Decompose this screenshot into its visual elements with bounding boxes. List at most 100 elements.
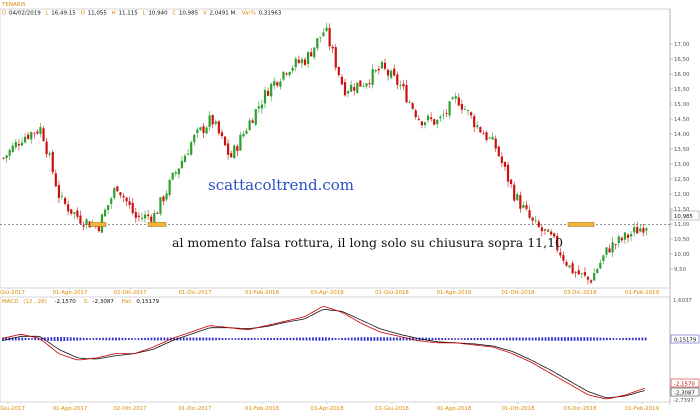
macd-axis-hist: 0,15179 xyxy=(674,338,697,344)
candle xyxy=(122,192,125,203)
time-tick: 01-Feb-2018 xyxy=(245,402,280,412)
candle xyxy=(420,120,423,129)
candle xyxy=(282,71,285,82)
candle xyxy=(199,126,202,132)
hist-bar xyxy=(515,337,518,341)
svg-text:17,00: 17,00 xyxy=(674,42,690,48)
hist-bar xyxy=(331,337,334,341)
candle xyxy=(476,121,479,129)
hist-bar xyxy=(638,337,641,341)
hist-bar xyxy=(583,337,586,341)
hist-bar xyxy=(118,337,121,341)
candle xyxy=(319,36,322,43)
hist-bar xyxy=(470,337,473,341)
hist-bar xyxy=(163,337,166,341)
macd-axis-macd: -2,1570 xyxy=(674,382,695,388)
candle xyxy=(614,243,617,250)
time-axis-price: 01-Giu-2017 01-Ago-2017 02-Ott-2017 01-Dic-… xyxy=(0,288,660,296)
hist-bar xyxy=(489,337,492,341)
hist-bar xyxy=(50,337,53,341)
candle xyxy=(430,112,433,122)
hist-bar xyxy=(47,337,49,341)
candle xyxy=(137,212,140,222)
candle xyxy=(553,232,556,239)
macd-line xyxy=(1,306,645,400)
hist-bar xyxy=(315,337,318,341)
candle xyxy=(593,267,596,281)
price-tick: 17,00 xyxy=(670,42,690,48)
hist-bar xyxy=(208,337,211,341)
candle xyxy=(177,168,180,179)
ohlc-header: D 04/02/2019 L 16,49.15 O 11,055 H 11,11… xyxy=(2,11,282,17)
price-tick: 13,00 xyxy=(670,162,690,168)
hist-bar xyxy=(405,337,408,341)
candle xyxy=(193,133,196,146)
hist-bar xyxy=(454,338,456,340)
hist-bar xyxy=(247,337,250,341)
hist-bar xyxy=(567,337,570,341)
candle xyxy=(417,115,420,121)
candle xyxy=(380,60,384,70)
candle xyxy=(386,68,390,81)
support-marker xyxy=(567,222,595,227)
hist-bar xyxy=(160,337,163,341)
hist-bar xyxy=(596,337,599,341)
close-label: C xyxy=(172,11,176,17)
price-tick: 11,00 xyxy=(670,222,690,228)
candle xyxy=(217,120,220,136)
hist-bar xyxy=(263,338,266,340)
hist-bar xyxy=(173,337,175,341)
candle xyxy=(116,185,119,192)
hist-bar xyxy=(63,337,66,341)
candle xyxy=(488,136,491,140)
candle xyxy=(617,234,620,248)
candle xyxy=(353,83,356,96)
hist-bar xyxy=(618,338,621,340)
hist-bar xyxy=(218,337,221,341)
hist-bar xyxy=(534,337,537,341)
candle xyxy=(288,71,291,78)
candle xyxy=(405,79,408,104)
hist-bar xyxy=(509,337,511,341)
macd-params: (12 , 26) xyxy=(23,299,47,305)
macd-histogram xyxy=(2,336,647,342)
hist-bar xyxy=(179,337,182,341)
hist-bar xyxy=(276,337,279,341)
time-tick: 01-Ago-2017 xyxy=(53,288,87,296)
hist-bar xyxy=(140,338,143,340)
candle xyxy=(322,28,325,37)
time-tick: 03-Apr-2018 xyxy=(310,402,344,412)
macd-value: -2,1570 xyxy=(55,299,77,305)
hist-bar xyxy=(554,337,557,341)
hist-bar xyxy=(389,337,392,341)
candle xyxy=(340,74,344,86)
candle xyxy=(316,38,319,51)
current-price-label: 10,985 xyxy=(674,214,693,220)
candle xyxy=(147,209,150,220)
candle xyxy=(67,200,70,216)
candle xyxy=(153,209,156,225)
macd-lines xyxy=(1,306,645,400)
candle xyxy=(513,181,516,203)
hist-bar xyxy=(334,338,337,340)
candle xyxy=(466,109,470,116)
hist-bar xyxy=(76,337,79,341)
time-tick: 03-Dic-2018 xyxy=(563,288,597,296)
candle xyxy=(356,82,359,94)
candle xyxy=(223,136,227,147)
hist-bar xyxy=(602,337,605,341)
hist-bar xyxy=(528,337,531,341)
hist-bar xyxy=(363,337,366,341)
hist-bar xyxy=(544,337,547,341)
candle xyxy=(445,109,448,117)
hist-bar xyxy=(460,338,463,340)
price-tick: 10,00 xyxy=(670,252,690,258)
hist-bar xyxy=(325,337,327,341)
time-tick: 03-Apr-2018 xyxy=(310,288,344,296)
time-tick: 03-Dic-2018 xyxy=(563,402,597,412)
candle xyxy=(174,170,177,177)
hist-bar xyxy=(166,337,169,341)
candle xyxy=(396,71,399,90)
svg-text:13,50: 13,50 xyxy=(674,147,690,153)
candle xyxy=(411,101,414,110)
